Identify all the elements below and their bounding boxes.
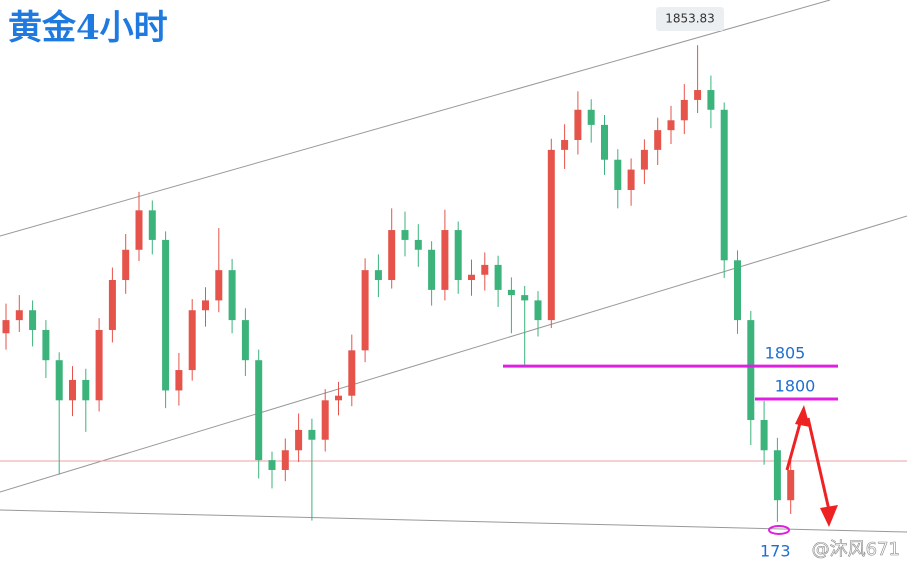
candle-body bbox=[268, 460, 276, 470]
candle-body bbox=[667, 120, 675, 131]
channel-line bbox=[0, 509, 907, 533]
candle-body bbox=[361, 270, 369, 351]
candle-body bbox=[680, 99, 688, 121]
candle-body bbox=[228, 270, 236, 321]
candle-body bbox=[69, 379, 76, 401]
low-label: 173 bbox=[760, 542, 791, 561]
candle-body bbox=[734, 260, 741, 321]
candle-body bbox=[348, 350, 356, 396]
candle-body bbox=[454, 230, 462, 281]
candle-body bbox=[760, 420, 768, 451]
candle-body bbox=[481, 264, 489, 275]
candle-body bbox=[15, 310, 23, 321]
candle-body bbox=[773, 450, 781, 501]
watermark: @沐风671 bbox=[812, 539, 900, 560]
level-label: 1800 bbox=[775, 376, 816, 395]
candle-body bbox=[281, 450, 289, 470]
candle-body bbox=[308, 429, 316, 440]
candle-body bbox=[534, 300, 542, 321]
candle-body bbox=[108, 280, 116, 330]
candle-body bbox=[95, 329, 103, 401]
low-marker bbox=[768, 525, 790, 535]
candle-body bbox=[614, 159, 622, 190]
candle-body bbox=[521, 295, 529, 301]
candle-body bbox=[82, 379, 90, 401]
level-label: 1805 bbox=[765, 344, 806, 363]
candle-body bbox=[29, 310, 37, 330]
candle-body bbox=[468, 274, 475, 281]
channel-line bbox=[0, 215, 907, 493]
candle-body bbox=[321, 400, 329, 440]
arrow bbox=[806, 417, 831, 511]
chart-title: 黄金4小时 bbox=[8, 8, 168, 48]
candle-body bbox=[162, 239, 170, 391]
candle-body bbox=[215, 270, 223, 301]
candle-body bbox=[494, 264, 502, 290]
candle-body bbox=[122, 249, 130, 281]
candle-body bbox=[561, 140, 569, 150]
candle-body bbox=[627, 169, 635, 190]
candle-body bbox=[255, 360, 263, 461]
candles bbox=[2, 45, 795, 522]
candle-body bbox=[720, 109, 728, 261]
candle-body bbox=[587, 109, 595, 125]
candle-body bbox=[241, 320, 249, 361]
high-label-box bbox=[656, 7, 724, 31]
candle-body bbox=[707, 90, 715, 110]
candle-body bbox=[401, 230, 409, 240]
candle-body bbox=[175, 370, 183, 391]
candle-body bbox=[202, 300, 209, 311]
candle-body bbox=[640, 149, 648, 170]
candle-body bbox=[295, 429, 303, 451]
candle-body bbox=[148, 210, 156, 240]
candle-body bbox=[374, 270, 382, 281]
candle-body bbox=[2, 320, 10, 334]
channel-line bbox=[0, 0, 831, 237]
levels: 1805 1800 bbox=[503, 344, 838, 401]
candle-body bbox=[414, 239, 422, 250]
candle-body bbox=[335, 395, 342, 401]
candle-body bbox=[787, 469, 795, 501]
candle-body bbox=[55, 360, 63, 401]
level-label-box bbox=[772, 376, 818, 396]
candle-body bbox=[428, 249, 436, 290]
candle-body bbox=[188, 310, 196, 371]
candle-body bbox=[601, 124, 608, 160]
candle-body bbox=[747, 320, 755, 421]
arrow-head bbox=[820, 505, 838, 527]
candle-body bbox=[441, 230, 449, 290]
candle-body bbox=[135, 210, 143, 250]
candle-body bbox=[42, 329, 50, 361]
candle-body bbox=[654, 130, 662, 150]
arrow-head bbox=[795, 405, 810, 427]
candle-body bbox=[507, 289, 515, 296]
candle-body bbox=[547, 149, 555, 321]
candle-body bbox=[574, 109, 582, 141]
arrow bbox=[785, 415, 804, 471]
high-label: 1853.83 bbox=[665, 12, 715, 26]
candle-body bbox=[694, 90, 702, 100]
candle-body bbox=[388, 230, 396, 281]
